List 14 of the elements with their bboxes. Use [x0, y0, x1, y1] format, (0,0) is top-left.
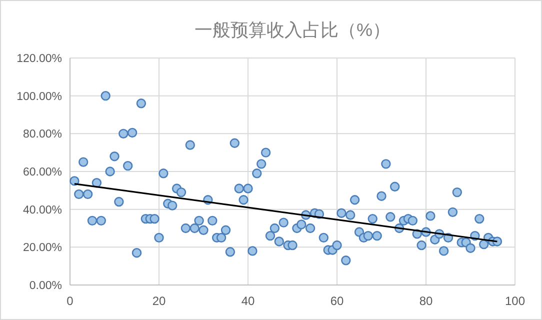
xtick: 20	[152, 294, 166, 308]
ytick: 60.00%	[22, 166, 62, 178]
ytick: 120.00%	[16, 53, 62, 65]
ytick: 0.00%	[29, 280, 62, 292]
ytick: 100.00%	[16, 90, 62, 103]
ytick: 40.00%	[22, 204, 62, 216]
xtick: 0	[66, 294, 74, 308]
xtick: 80	[419, 294, 433, 308]
ytick: 80.00%	[22, 128, 62, 141]
title: 一般预算收入占比（%）	[194, 20, 390, 40]
xtick: 100	[504, 294, 526, 308]
ytick: 20.00%	[22, 242, 62, 254]
xtick: 40	[241, 294, 255, 308]
xtick: 60	[330, 294, 344, 308]
